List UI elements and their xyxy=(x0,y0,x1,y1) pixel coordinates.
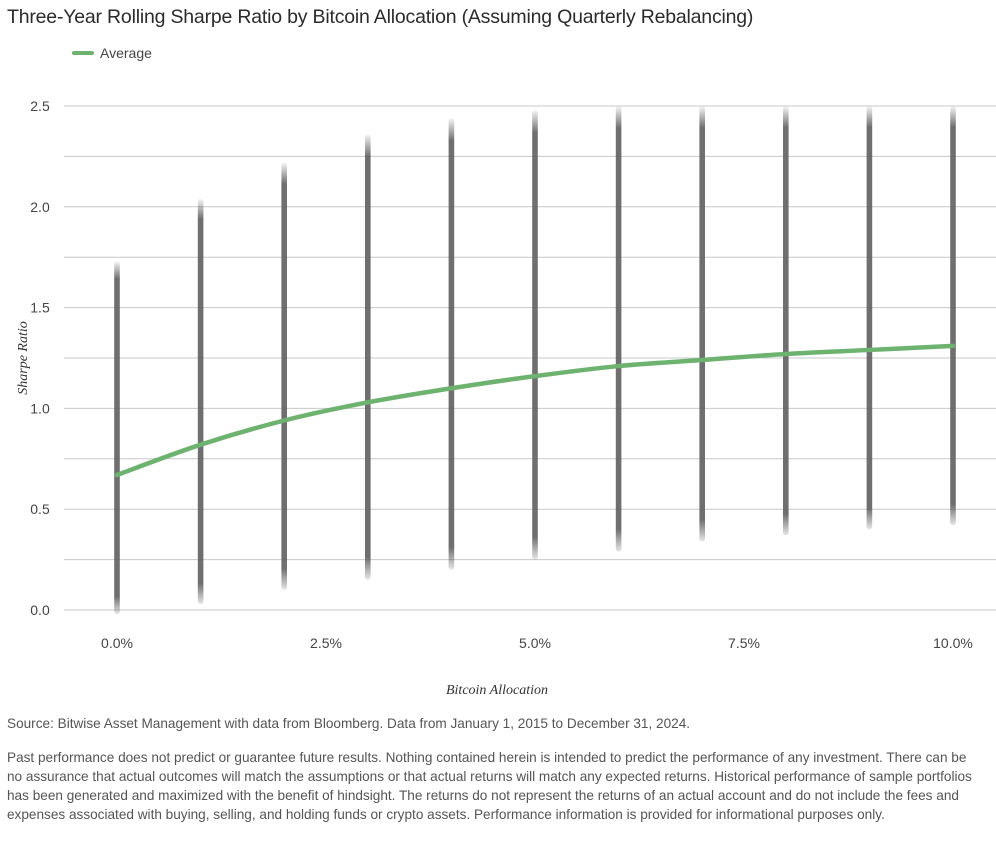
distribution-strip xyxy=(950,106,956,526)
distribution-strip xyxy=(448,118,455,570)
distribution-strip xyxy=(281,162,287,590)
legend-swatch-average xyxy=(72,51,94,55)
y-tick-label: 1.5 xyxy=(30,300,50,316)
y-tick-label: 0.5 xyxy=(30,501,50,517)
x-tick-label: 7.5% xyxy=(728,635,760,651)
x-tick-label: 5.0% xyxy=(519,635,551,651)
distribution-strip xyxy=(365,134,371,580)
source-note: Source: Bitwise Asset Management with da… xyxy=(7,716,691,731)
y-tick-label: 1.0 xyxy=(30,400,50,416)
distribution-strip xyxy=(532,110,538,560)
y-axis-label: Sharpe Ratio xyxy=(16,321,31,395)
legend: Average xyxy=(72,45,152,61)
distribution-strip xyxy=(114,261,120,615)
chart-title: Three-Year Rolling Sharpe Ratio by Bitco… xyxy=(7,6,754,28)
legend-label-average: Average xyxy=(100,45,152,61)
disclaimer: Past performance does not predict or gua… xyxy=(7,750,972,822)
x-tick-label: 2.5% xyxy=(310,635,342,651)
distribution-strip xyxy=(866,106,873,530)
distribution-strip xyxy=(783,106,789,536)
distribution-strip xyxy=(699,106,705,542)
x-tick-label: 10.0% xyxy=(933,635,973,651)
x-tick-label: 0.0% xyxy=(101,635,133,651)
distribution-strip xyxy=(197,198,204,604)
average-line xyxy=(114,343,956,478)
y-tick-label: 2.5 xyxy=(30,98,50,114)
distribution-strip xyxy=(615,106,622,552)
y-tick-label: 2.0 xyxy=(30,199,50,215)
y-tick-label: 0.0 xyxy=(30,602,50,618)
chart: 0.0 0.5 1.0 1.5 2.0 2.5 0.0% 2.5% 5.0% 7.5% 10.0%… xyxy=(16,98,996,698)
x-axis-label: Bitcoin Allocation xyxy=(446,683,548,698)
